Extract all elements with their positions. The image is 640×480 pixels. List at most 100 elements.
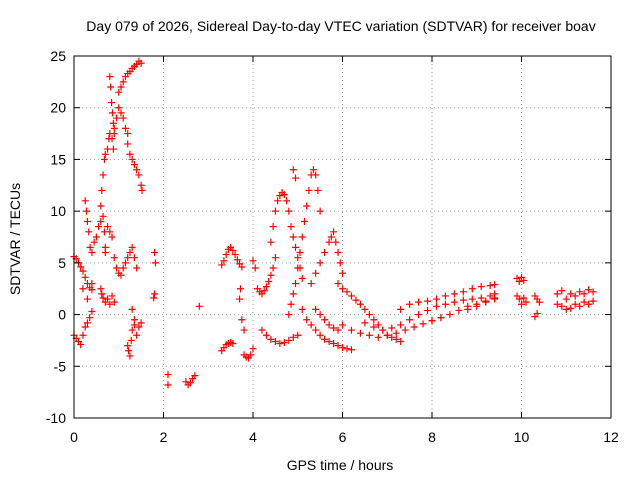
data-point (321, 316, 329, 324)
data-point (119, 78, 127, 86)
data-point (558, 302, 566, 310)
data-point (406, 300, 414, 308)
data-point (151, 290, 159, 298)
data-point (267, 271, 275, 279)
data-point (339, 344, 346, 352)
data-point (562, 305, 570, 313)
data-point (294, 331, 302, 339)
data-point (124, 342, 132, 350)
data-point (83, 319, 91, 327)
data-point (108, 109, 116, 117)
data-point (98, 290, 106, 298)
data-point (137, 181, 145, 189)
data-point (365, 331, 373, 339)
data-point (106, 300, 114, 308)
data-point (113, 114, 121, 122)
data-point (106, 73, 114, 81)
data-point (553, 300, 561, 308)
data-point (195, 302, 203, 310)
data-point (316, 331, 324, 339)
data-point (289, 290, 297, 298)
data-point (151, 249, 159, 257)
data-point (249, 257, 257, 265)
data-point (110, 130, 118, 138)
data-point (88, 280, 96, 288)
data-point (110, 254, 118, 262)
data-point (97, 202, 105, 210)
data-point (392, 329, 400, 337)
data-point (441, 300, 449, 308)
data-point (236, 295, 244, 303)
data-point (97, 217, 105, 225)
data-point (79, 267, 87, 275)
data-point (300, 217, 308, 225)
data-point (128, 305, 136, 313)
data-point (580, 298, 588, 306)
data-point (468, 295, 476, 303)
data-point (81, 197, 89, 205)
data-point (274, 197, 282, 205)
data-point (151, 259, 159, 267)
data-point (296, 249, 304, 257)
data-point (374, 321, 382, 329)
data-point (81, 323, 89, 331)
data-point (580, 290, 588, 298)
data-point (343, 345, 351, 353)
data-point (477, 294, 485, 302)
data-point (356, 300, 364, 308)
data-point (325, 321, 333, 329)
data-point (133, 331, 141, 339)
data-point (117, 83, 125, 91)
data-point (164, 381, 172, 389)
data-point (109, 145, 117, 153)
data-point (330, 228, 338, 236)
data-point (589, 297, 597, 305)
data-point (283, 197, 291, 205)
data-point (83, 207, 91, 215)
data-point (520, 276, 528, 284)
data-point (285, 311, 293, 319)
data-point (520, 294, 528, 302)
data-point (133, 264, 141, 272)
data-point (553, 290, 561, 298)
data-point (186, 379, 194, 387)
y-tick-label: 25 (50, 48, 66, 64)
data-point (262, 283, 270, 291)
data-point (314, 186, 322, 194)
x-axis-title: GPS time / hours (287, 457, 394, 473)
data-point (126, 249, 134, 257)
data-point (332, 238, 340, 246)
data-point (101, 249, 109, 257)
data-point (267, 238, 275, 246)
axis-ticks-layer: 0 2 4 6 8 10 12 -10 -5 0 5 10 15 20 25 (46, 48, 619, 445)
data-point (220, 257, 228, 265)
data-point (392, 335, 400, 343)
data-point (298, 274, 306, 282)
data-point (108, 135, 116, 143)
x-tick-label: 2 (160, 429, 168, 445)
data-point (441, 292, 449, 300)
data-point (334, 342, 342, 350)
data-point (327, 233, 335, 241)
data-point (347, 292, 355, 300)
data-point (571, 292, 579, 300)
data-point (361, 319, 369, 327)
data-point (79, 285, 87, 293)
data-point (238, 263, 246, 271)
data-point (260, 287, 268, 295)
data-point (491, 294, 499, 302)
data-point (258, 326, 266, 334)
data-point (397, 321, 405, 329)
y-tick-label: -5 (54, 358, 67, 374)
data-point (108, 292, 116, 300)
data-point (316, 259, 324, 267)
data-point (292, 174, 300, 182)
data-point (236, 285, 244, 293)
data-point (285, 207, 293, 215)
data-point (101, 150, 109, 158)
data-point (325, 238, 333, 246)
data-point (289, 233, 297, 241)
data-point (124, 130, 132, 138)
data-point (535, 298, 543, 306)
data-point (397, 305, 405, 313)
